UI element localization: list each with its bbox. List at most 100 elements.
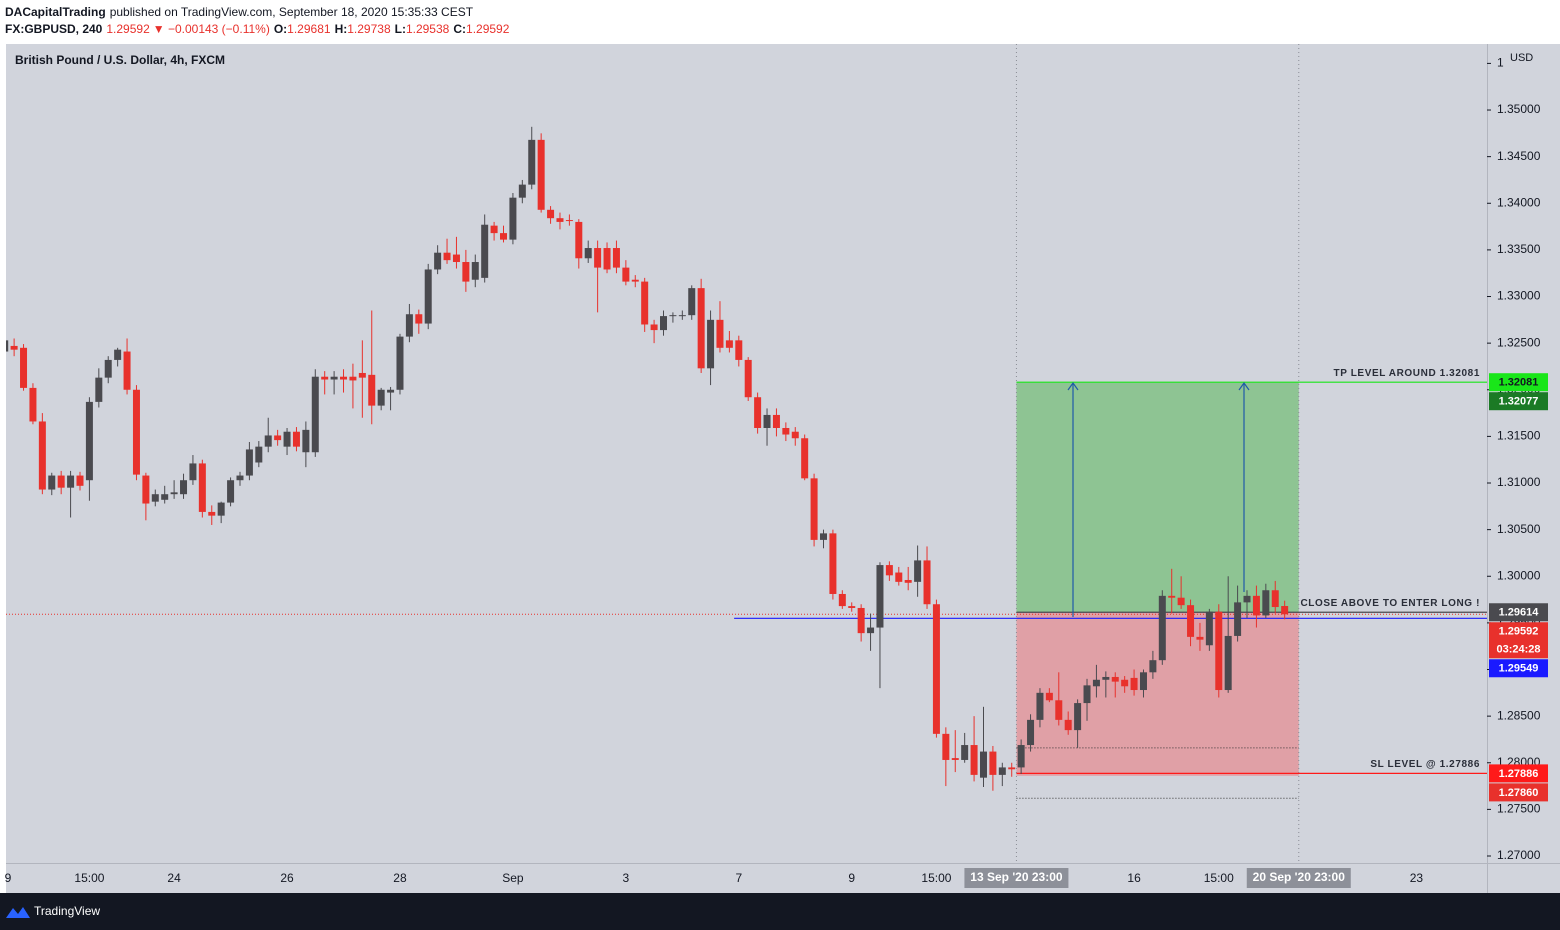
header-line-2: FX:GBPUSD, 240 1.29592 ▼ −0.00143 (−0.11%)… <box>5 22 510 36</box>
x-tick-label: 15:00 <box>74 871 104 885</box>
candle-body <box>236 475 244 481</box>
candle-body <box>942 733 950 760</box>
range-date-label: 13 Sep '20 23:00 <box>970 870 1063 884</box>
y-tick-label: 1.34000 <box>1497 195 1541 209</box>
candle-body <box>669 315 677 317</box>
candle-body <box>396 336 404 390</box>
candle-body <box>302 429 310 453</box>
price-label: 1.29614 <box>1489 603 1548 622</box>
price-label-bg <box>1489 622 1548 659</box>
candle-body <box>895 572 903 582</box>
candle-body <box>208 511 216 516</box>
candle-body <box>151 494 159 502</box>
x-tick-label: 9 <box>5 871 12 885</box>
plot: TP LEVEL AROUND 1.32081 CLOSE ABOVE TO EN… <box>6 44 1487 863</box>
candle-body <box>716 319 724 348</box>
price-label-text: 1.29592 <box>1499 626 1539 638</box>
candle-body <box>904 579 912 583</box>
candle-body <box>772 414 780 428</box>
candle-body <box>6 340 9 352</box>
candle-body <box>594 248 602 268</box>
candle-body <box>490 225 498 234</box>
candle-body <box>735 340 743 360</box>
candle-body <box>556 218 564 222</box>
candle-body <box>1177 597 1185 606</box>
candle-body <box>1008 767 1016 770</box>
y-tick-label: 1.30000 <box>1497 568 1541 582</box>
candle-body <box>763 414 771 428</box>
candle-body <box>688 288 696 316</box>
candle-body <box>528 139 536 185</box>
candle-body <box>161 494 169 500</box>
candle-body <box>198 463 206 512</box>
candle-body <box>885 565 893 576</box>
candle-body <box>330 376 338 380</box>
candle-body <box>914 560 922 582</box>
ohlc-value: 1.29592 <box>466 22 510 36</box>
candle-body <box>1187 605 1195 637</box>
chart-bg <box>6 44 1560 893</box>
candle-body <box>923 560 931 605</box>
candle-body <box>744 359 752 398</box>
candle-body <box>932 604 940 734</box>
candle-body <box>1121 679 1129 687</box>
candle-body <box>857 607 865 634</box>
candle-body <box>829 533 837 594</box>
candle-body <box>1224 635 1232 691</box>
candle-body <box>377 389 385 406</box>
arrow-head <box>1067 381 1079 391</box>
price-label: 1.27860 <box>1489 783 1548 802</box>
candle-body <box>481 224 489 278</box>
candle-body <box>725 340 733 348</box>
candle-body <box>1262 590 1270 616</box>
candle-body <box>292 431 300 447</box>
candle-body <box>387 389 395 393</box>
candle-body <box>641 281 649 325</box>
price-label-bg <box>1489 783 1548 802</box>
candle-body <box>1196 636 1204 640</box>
x-tick-label: 28 <box>393 871 407 885</box>
candle-body <box>255 446 263 463</box>
candle-body <box>1017 745 1025 768</box>
candle-body <box>1139 672 1147 691</box>
price-label: 1.32081 <box>1489 373 1548 392</box>
candle-body <box>603 248 611 270</box>
candle-body <box>612 248 620 268</box>
arrow-head <box>1238 381 1250 391</box>
y-tick-label: 1.34500 <box>1497 149 1541 163</box>
range-date-bg <box>1246 868 1351 888</box>
candle-body <box>311 376 319 453</box>
range-date-bg <box>964 868 1069 888</box>
candle-body <box>509 197 517 240</box>
candle-body <box>1271 590 1279 608</box>
x-tick-label: 7 <box>735 871 742 885</box>
range-date: 20 Sep '20 23:00 <box>1246 868 1351 888</box>
candle-body <box>989 751 997 775</box>
price-label: 1.29549 <box>1489 659 1548 678</box>
level-text: SL LEVEL @ 1.27886 <box>1370 759 1480 770</box>
candle-body <box>1168 595 1176 598</box>
price-label-text: 1.27886 <box>1499 768 1539 780</box>
candle-body <box>283 431 291 447</box>
candle-body <box>1205 611 1213 646</box>
candle-body <box>20 347 28 388</box>
candle-body <box>462 262 470 282</box>
arrows <box>1067 381 1250 617</box>
y-tick-label: 1.30500 <box>1497 522 1541 536</box>
candle-body <box>547 209 555 219</box>
candle-body <box>584 248 592 259</box>
candle-body <box>518 184 526 198</box>
x-tick-label: 3 <box>623 871 630 885</box>
candle-body <box>1111 676 1119 682</box>
candle-body <box>1083 685 1091 704</box>
ohlc-key: H: <box>335 22 348 36</box>
candle-body <box>848 606 856 608</box>
candle-body <box>876 565 884 628</box>
candle-body <box>979 751 987 778</box>
candle-body <box>142 475 150 504</box>
candle-body <box>1158 595 1166 661</box>
candle-body <box>998 767 1006 775</box>
y-tick-label: 1.33000 <box>1497 289 1541 303</box>
candle-body <box>754 397 762 428</box>
candle-body <box>537 139 545 210</box>
